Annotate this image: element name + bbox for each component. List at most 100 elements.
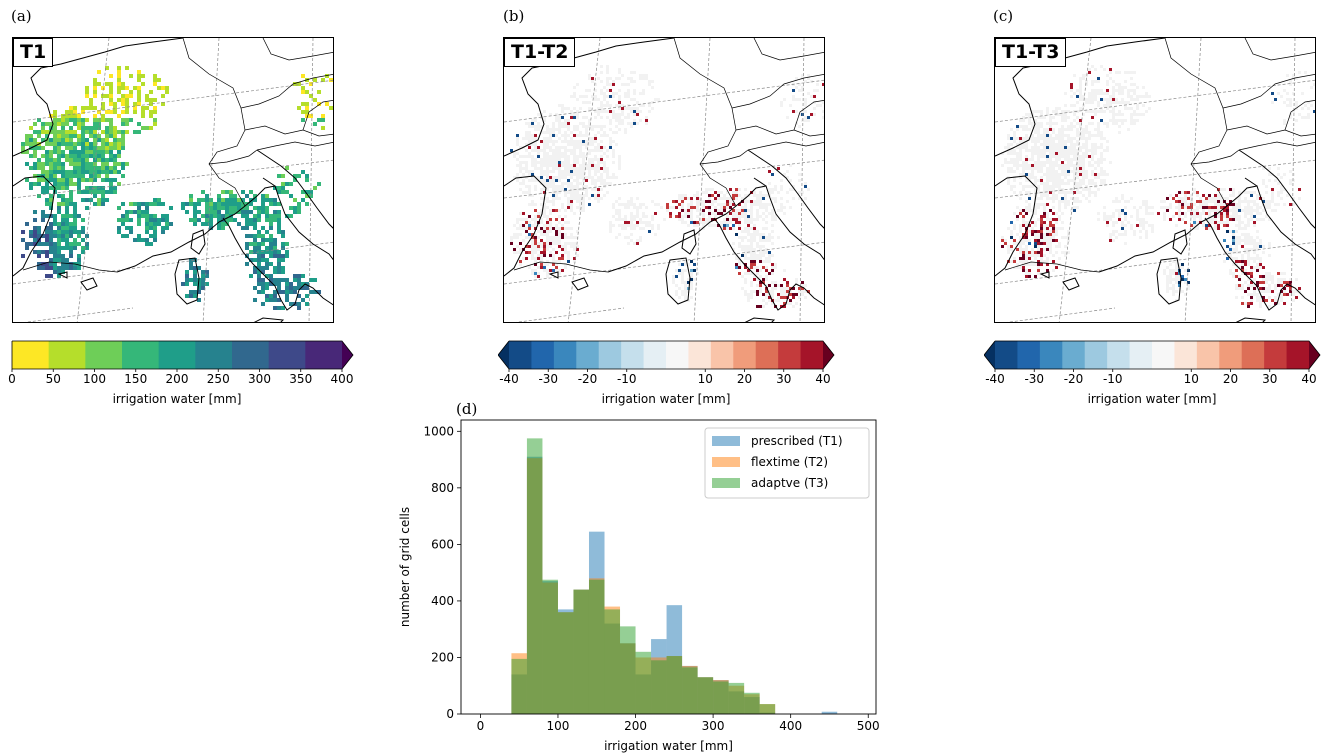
difference-cell: [804, 197, 807, 200]
difference-cell: [738, 203, 741, 206]
difference-cell: [576, 140, 579, 143]
difference-cell: [1073, 197, 1076, 200]
difference-cell: [1112, 80, 1115, 83]
irrigation-cell: [261, 210, 265, 214]
difference-cell: [1268, 296, 1271, 299]
difference-cell: [1259, 263, 1262, 266]
difference-cell: [771, 296, 774, 299]
difference-cell: [1100, 131, 1103, 134]
irrigation-cell: [301, 86, 305, 90]
irrigation-cell: [125, 122, 129, 126]
difference-cell: [1058, 179, 1061, 182]
difference-cell: [597, 125, 600, 128]
difference-cell: [1214, 227, 1217, 230]
difference-cell: [564, 251, 567, 254]
irrigation-cell: [45, 182, 49, 186]
difference-cell: [630, 98, 633, 101]
irrigation-cell: [57, 166, 61, 170]
difference-cell: [1058, 152, 1061, 155]
difference-cell: [1181, 290, 1184, 293]
difference-cell: [1049, 224, 1052, 227]
difference-cell: [1052, 260, 1055, 263]
difference-cell: [744, 227, 747, 230]
difference-cell: [546, 179, 549, 182]
difference-cell: [1223, 209, 1226, 212]
irrigation-cell: [193, 210, 197, 214]
difference-cell: [756, 215, 759, 218]
difference-cell: [1094, 128, 1097, 131]
irrigation-cell: [265, 206, 269, 210]
difference-cell: [1028, 122, 1031, 125]
difference-cell: [1001, 239, 1004, 242]
difference-cell: [549, 218, 552, 221]
difference-cell: [531, 137, 534, 140]
difference-cell: [771, 287, 774, 290]
difference-cell: [792, 197, 795, 200]
difference-cell: [1064, 92, 1067, 95]
irrigation-cell: [241, 190, 245, 194]
difference-cell: [1073, 74, 1076, 77]
difference-cell: [576, 179, 579, 182]
difference-cell: [744, 188, 747, 191]
irrigation-cell: [41, 166, 45, 170]
irrigation-cell: [61, 262, 65, 266]
difference-cell: [1022, 161, 1025, 164]
difference-cell: [1067, 128, 1070, 131]
difference-cell: [1040, 152, 1043, 155]
irrigation-cell: [101, 198, 105, 202]
difference-cell: [1106, 221, 1109, 224]
difference-cell: [801, 281, 804, 284]
difference-cell: [618, 77, 621, 80]
difference-cell: [1043, 134, 1046, 137]
difference-cell: [1229, 194, 1232, 197]
difference-cell: [1103, 92, 1106, 95]
difference-cell: [597, 167, 600, 170]
difference-cell: [1058, 200, 1061, 203]
difference-cell: [642, 212, 645, 215]
difference-cell: [621, 119, 624, 122]
difference-cell: [756, 209, 759, 212]
difference-cell: [1019, 146, 1022, 149]
difference-cell: [1175, 206, 1178, 209]
difference-cell: [615, 116, 618, 119]
difference-cell: [624, 218, 627, 221]
difference-cell: [1292, 203, 1295, 206]
difference-cell: [1238, 224, 1241, 227]
difference-cell: [768, 272, 771, 275]
difference-cell: [708, 209, 711, 212]
country-border: [735, 125, 824, 137]
difference-cell: [1046, 179, 1049, 182]
irrigation-cell: [121, 122, 125, 126]
difference-cell: [1238, 197, 1241, 200]
difference-cell: [750, 284, 753, 287]
irrigation-cell: [57, 142, 61, 146]
difference-cell: [558, 179, 561, 182]
difference-cell: [1067, 167, 1070, 170]
difference-cell: [1028, 116, 1031, 119]
irrigation-cell: [121, 166, 125, 170]
difference-cell: [1034, 242, 1037, 245]
difference-cell: [1289, 101, 1292, 104]
irrigation-cell: [53, 242, 57, 246]
histogram-bar: [573, 589, 589, 714]
difference-cell: [1136, 86, 1139, 89]
irrigation-cell: [157, 86, 161, 90]
difference-cell: [1109, 161, 1112, 164]
difference-cell: [522, 239, 525, 242]
irrigation-cell: [153, 82, 157, 86]
irrigation-cell: [61, 266, 65, 270]
difference-cell: [555, 164, 558, 167]
difference-cell: [1256, 263, 1259, 266]
difference-cell: [546, 263, 549, 266]
irrigation-cell: [61, 122, 65, 126]
difference-cell: [552, 149, 555, 152]
difference-cell: [552, 236, 555, 239]
difference-cell: [771, 218, 774, 221]
difference-cell: [642, 227, 645, 230]
difference-cell: [510, 149, 513, 152]
difference-cell: [1229, 269, 1232, 272]
difference-cell: [1022, 140, 1025, 143]
colorbar-tick-label: 0: [8, 372, 16, 386]
difference-cell: [801, 287, 804, 290]
difference-cell: [783, 293, 786, 296]
